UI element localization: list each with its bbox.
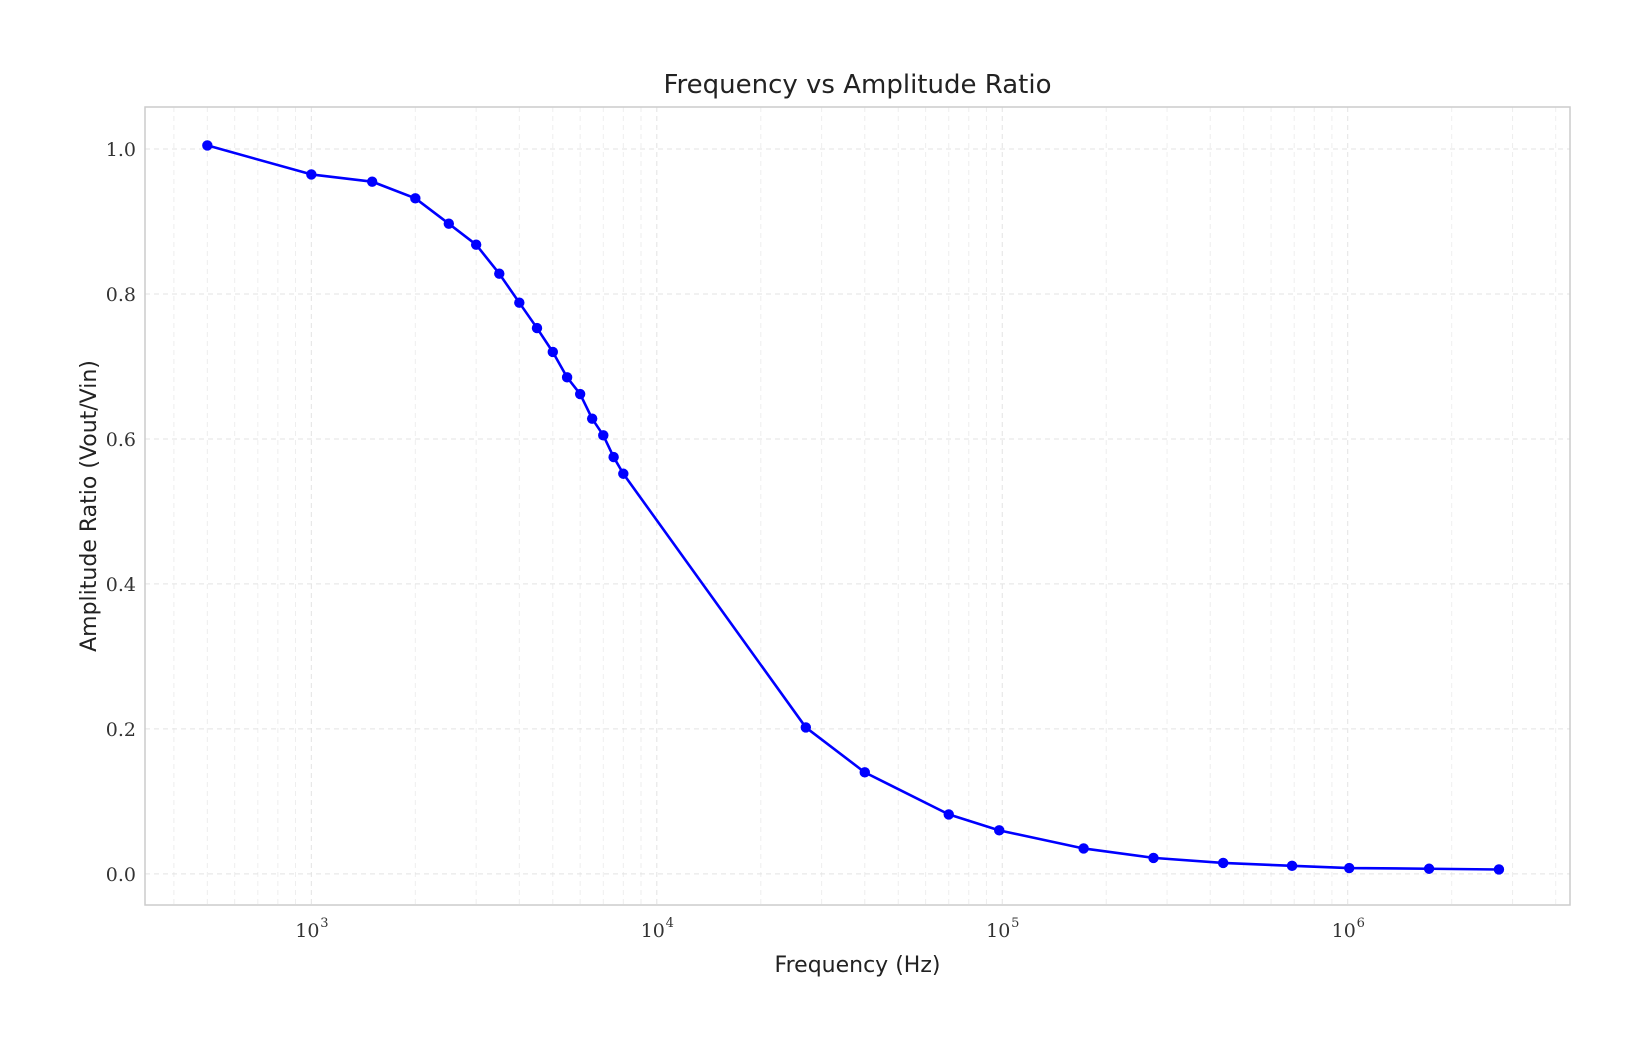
grid (145, 107, 1570, 905)
data-point (586, 413, 598, 424)
x-tick: 10 6 (1332, 916, 1365, 942)
y-tick-label: 0.6 (106, 429, 136, 451)
data-point (514, 297, 525, 308)
x-axis-label: Frequency (Hz) (775, 953, 941, 978)
data-point (202, 140, 213, 151)
x-tick-label: 10 (1332, 920, 1356, 942)
x-tick-exponent: 6 (1357, 916, 1365, 931)
x-tick-exponent: 5 (1011, 916, 1019, 931)
y-axis-ticks: 0.0 0.2 0.4 0.6 0.8 1.0 (106, 139, 136, 886)
data-point (800, 722, 812, 733)
series-markers (202, 140, 1505, 875)
data-point (1286, 860, 1298, 872)
x-tick-label: 10 (641, 920, 665, 942)
x-axis-ticks: 10 3 10 4 10 5 10 6 (295, 916, 1365, 942)
data-point (494, 268, 505, 279)
data-point (1344, 862, 1355, 874)
x-tick-label: 10 (295, 920, 319, 942)
data-point (410, 193, 421, 204)
data-point (1148, 852, 1159, 864)
chart-title: Frequency vs Amplitude Ratio (663, 70, 1051, 100)
x-tick-label: 10 (986, 920, 1010, 942)
data-point (366, 176, 378, 187)
data-point (531, 322, 543, 334)
data-point (547, 346, 558, 358)
x-tick-exponent: 4 (666, 916, 674, 931)
data-point (608, 451, 619, 463)
x-tick-exponent: 3 (320, 916, 328, 931)
plot-area-frame (144, 106, 1571, 906)
y-tick-label: 0.0 (106, 864, 136, 886)
y-tick-label: 0.2 (106, 719, 136, 741)
y-tick-label: 0.4 (106, 574, 136, 596)
data-point (443, 218, 455, 229)
data-point (943, 809, 954, 820)
data-point (574, 388, 586, 400)
data-point (859, 767, 870, 778)
y-tick-label: 0.8 (106, 284, 136, 306)
y-axis-label: Amplitude Ratio (Vout/Vin) (77, 360, 102, 652)
data-point (306, 169, 317, 180)
x-tick: 10 4 (641, 916, 674, 942)
data-point (1493, 864, 1505, 875)
data-point (598, 430, 609, 441)
data-point (1423, 863, 1435, 874)
data-point (470, 239, 482, 250)
data-point (618, 468, 629, 479)
x-tick: 10 3 (295, 916, 328, 942)
data-point (1217, 857, 1229, 869)
data-point (994, 825, 1005, 836)
data-point (561, 372, 573, 383)
data-point (1078, 843, 1089, 854)
series-line (206, 144, 1499, 871)
x-tick: 10 5 (986, 916, 1019, 942)
y-tick-label: 1.0 (106, 139, 136, 161)
